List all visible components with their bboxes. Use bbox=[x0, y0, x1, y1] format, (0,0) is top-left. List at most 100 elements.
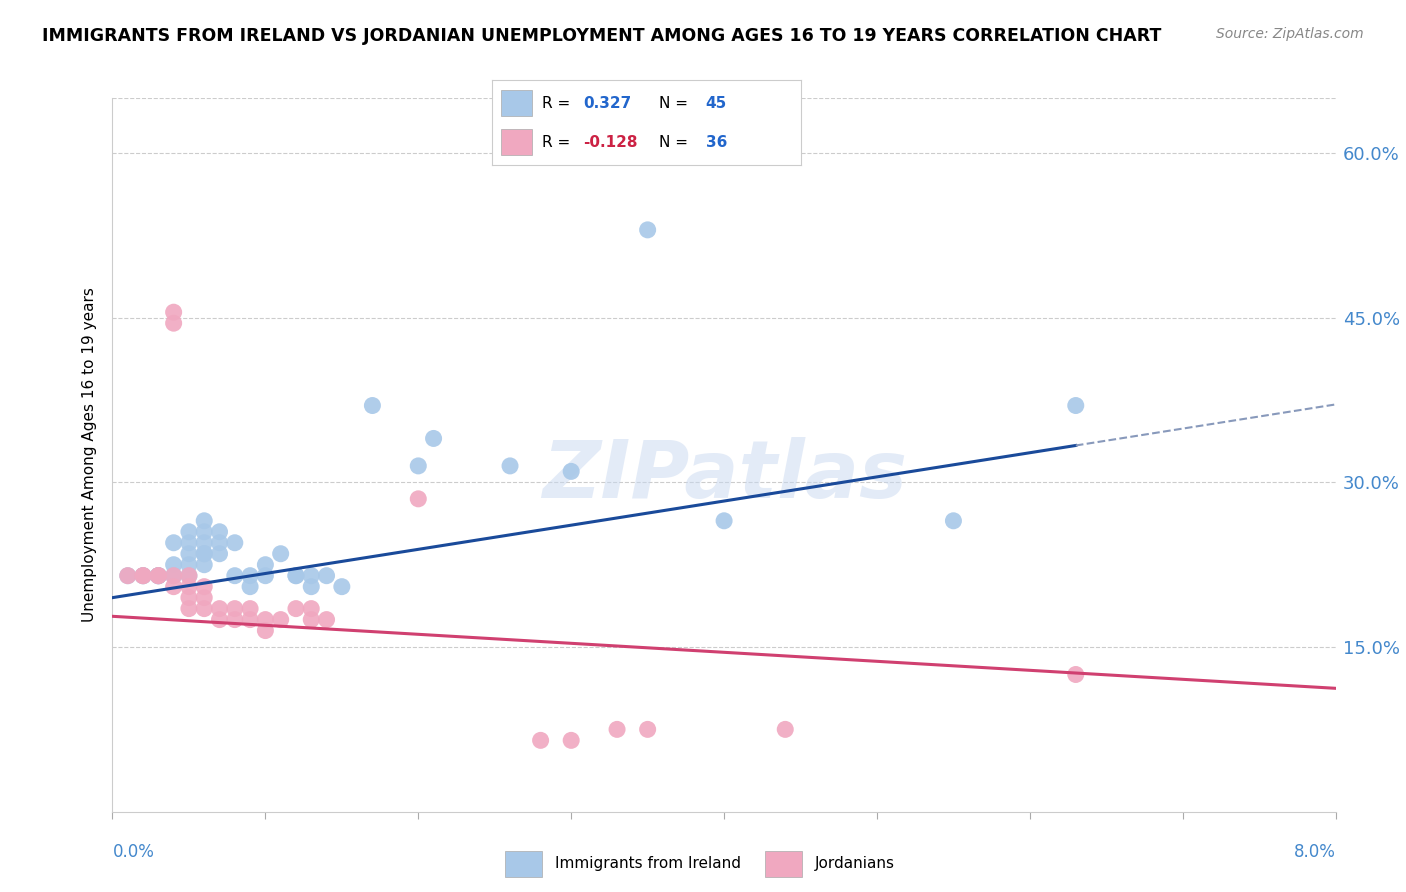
Point bbox=[208, 547, 231, 561]
Point bbox=[177, 524, 200, 539]
Point bbox=[224, 613, 246, 627]
Text: IMMIGRANTS FROM IRELAND VS JORDANIAN UNEMPLOYMENT AMONG AGES 16 TO 19 YEARS CORR: IMMIGRANTS FROM IRELAND VS JORDANIAN UNE… bbox=[42, 27, 1161, 45]
Point bbox=[284, 568, 308, 582]
Point bbox=[163, 568, 186, 582]
Text: Immigrants from Ireland: Immigrants from Ireland bbox=[554, 855, 741, 871]
Point bbox=[299, 580, 322, 594]
Point bbox=[499, 458, 522, 473]
Point bbox=[239, 601, 262, 615]
Point bbox=[193, 580, 215, 594]
Point bbox=[773, 723, 796, 737]
Point bbox=[177, 535, 200, 549]
Point bbox=[163, 568, 186, 582]
Point bbox=[117, 568, 139, 582]
Y-axis label: Unemployment Among Ages 16 to 19 years: Unemployment Among Ages 16 to 19 years bbox=[82, 287, 97, 623]
Point bbox=[148, 568, 170, 582]
Point bbox=[254, 613, 277, 627]
Point bbox=[254, 568, 277, 582]
Point bbox=[132, 568, 155, 582]
Point bbox=[117, 568, 139, 582]
Point bbox=[132, 568, 155, 582]
Point bbox=[148, 568, 170, 582]
Bar bbox=[765, 851, 801, 877]
Point bbox=[713, 514, 735, 528]
Point bbox=[177, 601, 200, 615]
Point bbox=[193, 524, 215, 539]
Point bbox=[239, 580, 262, 594]
Point bbox=[177, 591, 200, 605]
Text: R =: R = bbox=[541, 95, 569, 111]
Point bbox=[284, 568, 308, 582]
Point bbox=[177, 568, 200, 582]
Point bbox=[163, 558, 186, 572]
Point bbox=[177, 558, 200, 572]
Point bbox=[637, 223, 659, 237]
Point bbox=[560, 733, 582, 747]
Point bbox=[606, 723, 628, 737]
Point bbox=[942, 514, 965, 528]
Text: Jordanians: Jordanians bbox=[814, 855, 894, 871]
Bar bbox=[502, 129, 533, 155]
Point bbox=[224, 535, 246, 549]
Point bbox=[193, 535, 215, 549]
Point bbox=[193, 591, 215, 605]
Point bbox=[177, 547, 200, 561]
Text: N =: N = bbox=[659, 95, 688, 111]
Point bbox=[177, 580, 200, 594]
Point bbox=[270, 547, 292, 561]
Point bbox=[132, 568, 155, 582]
Point bbox=[239, 568, 262, 582]
Point bbox=[208, 613, 231, 627]
Point bbox=[422, 432, 444, 446]
Point bbox=[193, 558, 215, 572]
Text: 8.0%: 8.0% bbox=[1294, 843, 1336, 861]
Point bbox=[315, 613, 337, 627]
Text: N =: N = bbox=[659, 135, 688, 150]
Text: 0.327: 0.327 bbox=[583, 95, 631, 111]
Point bbox=[529, 733, 551, 747]
Point bbox=[254, 558, 277, 572]
Text: 0.0%: 0.0% bbox=[112, 843, 155, 861]
Point bbox=[163, 535, 186, 549]
Bar bbox=[505, 851, 543, 877]
Point bbox=[163, 316, 186, 330]
Point bbox=[193, 547, 215, 561]
Point bbox=[560, 464, 582, 478]
Text: 36: 36 bbox=[706, 135, 727, 150]
Point bbox=[208, 535, 231, 549]
Point bbox=[163, 580, 186, 594]
Text: 45: 45 bbox=[706, 95, 727, 111]
Point bbox=[299, 568, 322, 582]
Point bbox=[239, 613, 262, 627]
Bar bbox=[502, 90, 533, 116]
Point bbox=[177, 568, 200, 582]
Point bbox=[224, 601, 246, 615]
Point bbox=[270, 613, 292, 627]
Text: Source: ZipAtlas.com: Source: ZipAtlas.com bbox=[1216, 27, 1364, 41]
Point bbox=[1064, 667, 1087, 681]
Text: ZIPatlas: ZIPatlas bbox=[541, 437, 907, 516]
Point bbox=[148, 568, 170, 582]
Point bbox=[193, 601, 215, 615]
Point bbox=[299, 601, 322, 615]
Point bbox=[132, 568, 155, 582]
Point bbox=[208, 524, 231, 539]
Point bbox=[361, 399, 384, 413]
Point bbox=[224, 568, 246, 582]
Text: -0.128: -0.128 bbox=[583, 135, 638, 150]
Point bbox=[193, 547, 215, 561]
Point bbox=[148, 568, 170, 582]
Text: R =: R = bbox=[541, 135, 569, 150]
Point bbox=[208, 601, 231, 615]
Point bbox=[408, 491, 430, 506]
Point bbox=[148, 568, 170, 582]
Point bbox=[193, 514, 215, 528]
Point bbox=[284, 601, 308, 615]
Point bbox=[299, 613, 322, 627]
Point bbox=[330, 580, 353, 594]
Point bbox=[163, 305, 186, 319]
Point bbox=[637, 723, 659, 737]
Point bbox=[254, 624, 277, 638]
Point bbox=[1064, 399, 1087, 413]
Point bbox=[408, 458, 430, 473]
